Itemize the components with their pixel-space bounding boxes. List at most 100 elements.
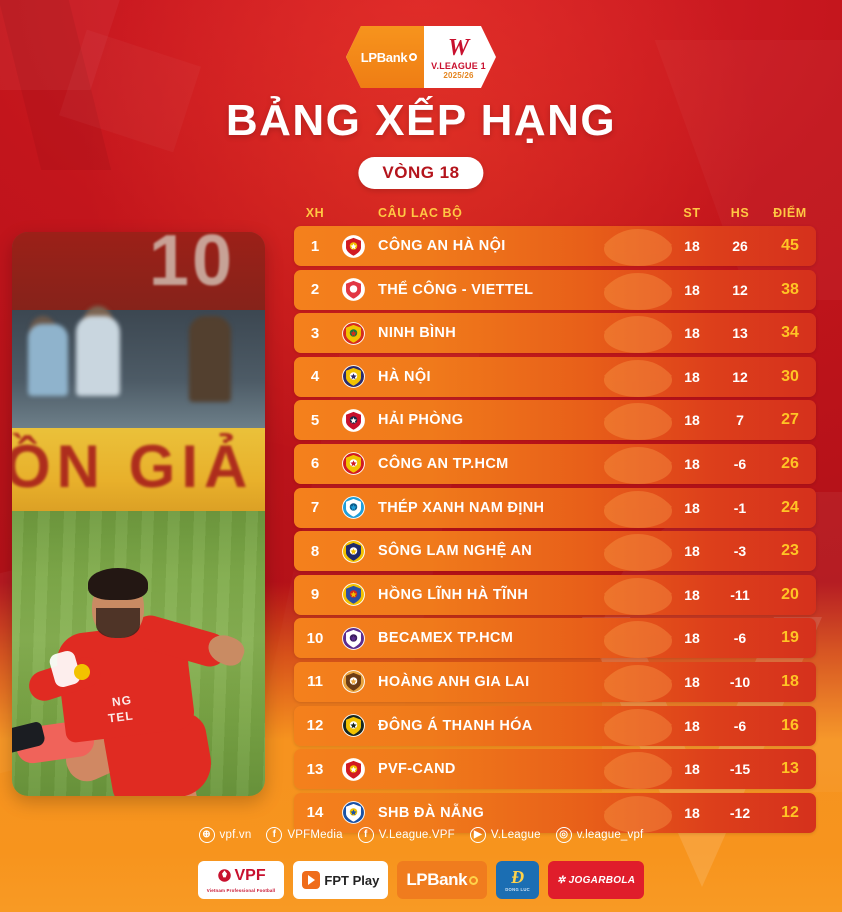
row-points: 20 [781, 585, 799, 603]
social-link[interactable]: ⊕ vpf.vn [198, 827, 252, 843]
row-club-name: HẢI PHÒNG [378, 412, 464, 429]
row-rank: 13 [306, 760, 324, 778]
row-played: 18 [684, 586, 700, 603]
row-points: 27 [781, 411, 799, 429]
becamex-crest-icon [336, 626, 370, 650]
column-header-rank: XH [305, 206, 325, 220]
row-rank: 14 [306, 804, 324, 822]
sponsor-lpbank-logo[interactable]: LPBank [397, 861, 488, 899]
table-row[interactable]: 1 CÔNG AN HÀ NỘI 18 26 45 [294, 226, 816, 266]
column-header-club: CÂU LẠC BỘ [378, 206, 463, 220]
row-goal-difference: 13 [732, 325, 748, 342]
social-links: ⊕ vpf.vn f VPFMedia f V.League.VPF ▶ V.League ◎ v… [0, 827, 842, 843]
lpbank-label: LPBank [360, 49, 408, 65]
row-goal-difference: 26 [732, 238, 748, 254]
row-club-name: PVF-CAND [378, 761, 456, 778]
vleague-season: 2025/26 [443, 70, 474, 80]
row-points: 26 [781, 454, 799, 472]
photo-spectator [189, 316, 231, 402]
row-goal-difference: -1 [733, 499, 747, 516]
haiphong-crest-icon [336, 408, 370, 432]
row-club-name: HỒNG LĨNH HÀ TĨNH [378, 586, 529, 603]
row-played: 18 [684, 281, 700, 298]
row-points: 18 [781, 672, 799, 690]
table-row[interactable]: 10 BECAMEX TP.HCM 18 -6 19 [294, 618, 816, 659]
sponsor-logos: VPF Vietnam Professional Football FPT Pl… [0, 861, 842, 899]
facebook-icon: f [357, 827, 374, 843]
slna-crest-icon [336, 539, 370, 563]
hagl-crest-icon [336, 670, 370, 694]
photo-player-hair [88, 568, 148, 600]
vpf-ball-icon [217, 869, 231, 882]
row-points: 34 [781, 324, 799, 342]
row-points: 12 [781, 803, 799, 821]
row-points: 13 [781, 760, 799, 778]
league-logo: LPBank W V.LEAGUE 1 2025/26 [346, 26, 496, 88]
row-played: 18 [684, 543, 700, 560]
round-badge: VÒNG 18 [358, 157, 484, 189]
sponsor-vpf-logo[interactable]: VPF Vietnam Professional Football [197, 861, 285, 899]
row-goal-difference: 12 [732, 281, 748, 298]
table-header-row: XH CÂU LẠC BỘ ST HS ĐIỂM [294, 200, 816, 226]
thanhhoa-crest-icon [336, 714, 370, 737]
row-club-name: ĐÔNG Á THANH HÓA [378, 717, 533, 734]
table-row[interactable]: 13 PVF-CAND 18 -15 13 [294, 749, 816, 790]
social-label: V.League [490, 829, 541, 841]
namdinh-crest-icon [336, 496, 370, 519]
pvfcand-crest-icon [336, 757, 370, 781]
vleague-name: V.LEAGUE 1 [431, 60, 486, 71]
row-club-name: SHB ĐÀ NẴNG [378, 804, 485, 821]
social-link[interactable]: ◎ v.league_vpf [555, 827, 644, 843]
row-played: 18 [684, 804, 700, 821]
row-club-name: THỂ CÔNG - VIETTEL [378, 281, 534, 298]
table-row[interactable]: 7 THÉP XANH NAM ĐỊNH 18 -1 24 [294, 487, 816, 528]
row-points: 30 [781, 367, 799, 385]
sponsor-fptplay-logo[interactable]: FPT Play [293, 861, 389, 899]
table-row[interactable]: 2 THỂ CÔNG - VIETTEL 18 12 38 [294, 269, 816, 310]
sponsor-jogarbola-logo[interactable]: ✲ JOGARBOLA [547, 861, 645, 899]
table-row[interactable]: 11 HOÀNG ANH GIA LAI 18 -10 18 [294, 661, 816, 702]
row-points: 38 [781, 280, 799, 298]
social-label: vpf.vn [219, 829, 252, 841]
hanoifc-crest-icon [336, 365, 370, 389]
photo-player-beard [96, 608, 140, 638]
photo-jersey-text: NG [111, 692, 133, 710]
row-club-name: NINH BÌNH [378, 325, 457, 342]
sponsor-donglu-logo[interactable]: Đ DONG LUC [496, 861, 539, 899]
donglu-subtitle: DONG LUC [505, 887, 530, 892]
row-played: 18 [684, 499, 700, 516]
row-goal-difference: -15 [729, 761, 751, 778]
row-rank: 9 [310, 586, 320, 604]
table-row[interactable]: 5 HẢI PHÒNG 18 7 27 [294, 400, 816, 441]
row-played: 18 [684, 238, 700, 254]
row-rank: 2 [310, 281, 320, 299]
vpf-wordmark: VPF [217, 867, 266, 884]
table-row[interactable]: 4 HÀ NỘI 18 12 30 [294, 356, 816, 397]
row-club-name: CÔNG AN HÀ NỘI [378, 238, 506, 254]
social-link[interactable]: ▶ V.League [469, 827, 541, 843]
row-goal-difference: -6 [733, 717, 747, 734]
vpf-subtitle: Vietnam Professional Football [206, 887, 276, 893]
table-row[interactable]: 8 SÔNG LAM NGHỆ AN 18 -3 23 [294, 531, 816, 572]
photo-jersey-badge [74, 664, 90, 680]
table-row[interactable]: 3 NINH BÌNH 18 13 34 [294, 313, 816, 354]
ninhbinh-crest-icon [336, 321, 370, 345]
play-icon [302, 871, 321, 889]
table-row[interactable]: 6 CÔNG AN TP.HCM 18 -6 26 [294, 443, 816, 484]
row-club-name: SÔNG LAM NGHỆ AN [378, 543, 533, 560]
lpbank-mark-icon [409, 53, 418, 61]
row-club-name: THÉP XANH NAM ĐỊNH [378, 499, 545, 516]
jogarbola-mark-icon: ✲ [556, 874, 566, 886]
row-played: 18 [684, 455, 700, 472]
row-rank: 1 [310, 237, 320, 255]
social-link[interactable]: f VPFMedia [266, 827, 343, 843]
standings-table: XH CÂU LẠC BỘ ST HS ĐIỂM 1 CÔNG AN HÀ NỘ… [294, 200, 816, 836]
row-rank: 6 [310, 455, 320, 473]
catphcm-crest-icon [336, 452, 370, 476]
row-played: 18 [684, 717, 700, 734]
table-row[interactable]: 12 ĐÔNG Á THANH HÓA 18 -6 16 [294, 705, 816, 746]
row-club-name: HOÀNG ANH GIA LAI [378, 673, 530, 690]
thecong-crest-icon [336, 278, 370, 301]
social-link[interactable]: f V.League.VPF [357, 827, 455, 843]
table-row[interactable]: 9 HỒNG LĨNH HÀ TĨNH 18 -11 20 [294, 574, 816, 615]
